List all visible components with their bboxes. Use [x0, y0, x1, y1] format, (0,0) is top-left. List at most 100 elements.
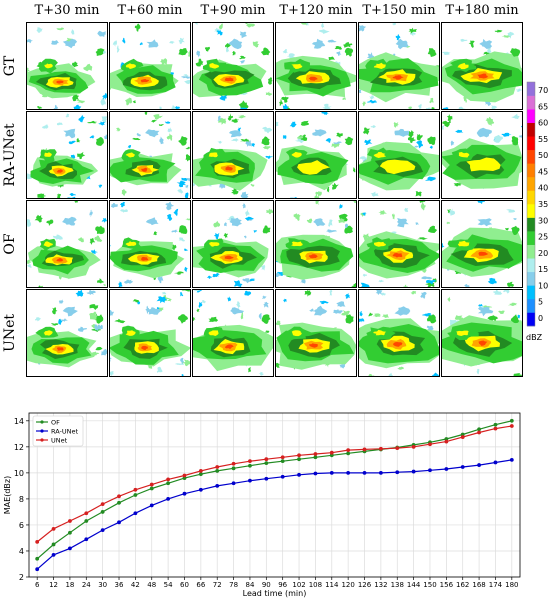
panel-border	[192, 200, 274, 288]
echo-speckle	[450, 140, 455, 146]
echo-speckle	[69, 193, 77, 196]
echo-speckle	[98, 121, 105, 126]
radar-panel	[358, 200, 440, 288]
series-unet	[35, 424, 514, 544]
echo-speckle	[362, 212, 367, 216]
radar-panel	[358, 22, 440, 110]
echo-cluster	[95, 136, 104, 146]
echo-speckle	[281, 96, 289, 103]
storm-band	[56, 258, 64, 262]
echo-field	[358, 22, 440, 110]
echo-speckle	[294, 214, 301, 218]
echo-speckle	[262, 295, 267, 299]
echo-speckle	[78, 114, 85, 123]
echo-speckle	[363, 127, 371, 135]
colorbar-tick-label: 5	[538, 298, 543, 307]
echo-speckle	[421, 276, 433, 280]
echo-speckle	[319, 29, 330, 34]
panel-border	[275, 111, 357, 199]
legend-label: RA-UNet	[51, 427, 79, 435]
radar-panel	[441, 111, 523, 199]
radar-panel	[192, 111, 274, 199]
y-tick-label: 6	[19, 521, 24, 530]
echo-cluster	[260, 47, 271, 56]
echo-speckle	[173, 271, 184, 275]
echo-speckle	[239, 31, 247, 39]
echo-speckle	[52, 307, 58, 315]
echo-speckle	[446, 114, 453, 122]
echo-speckle	[58, 318, 63, 325]
colorbar-segment	[527, 244, 535, 259]
colorbar-tick-label: 20	[538, 249, 548, 258]
colorbar-tick-label: 55	[538, 135, 548, 144]
echo-speckle	[266, 208, 274, 215]
echo-speckle	[171, 244, 177, 251]
echo-speckle	[507, 31, 515, 39]
echo-cluster	[178, 225, 188, 234]
echo-speckle	[153, 114, 163, 120]
echo-speckle	[253, 230, 257, 233]
data-point	[84, 537, 89, 542]
x-tick-label: 42	[131, 581, 140, 589]
echo-speckle	[282, 135, 287, 139]
data-point	[117, 500, 121, 505]
echo-speckle	[416, 134, 423, 141]
panel-border	[26, 289, 108, 377]
echo-speckle	[388, 372, 393, 377]
echo-speckle	[26, 219, 32, 227]
echo-speckle	[296, 136, 304, 139]
echo-cluster	[228, 38, 243, 50]
echo-speckle	[258, 313, 262, 320]
echo-speckle	[164, 121, 171, 124]
echo-cluster	[62, 216, 77, 226]
echo-speckle	[101, 116, 108, 123]
radar-panel	[275, 289, 357, 377]
legend-frame	[32, 415, 84, 447]
echo-speckle	[35, 317, 42, 322]
echo-speckle	[331, 143, 340, 149]
echo-speckle	[78, 237, 85, 243]
echo-speckle	[362, 233, 370, 241]
echo-cluster	[510, 314, 520, 324]
echo-cluster	[395, 38, 409, 50]
column-title: T+150 min	[362, 3, 436, 18]
echo-cluster	[311, 38, 326, 49]
echo-speckle	[453, 182, 462, 187]
data-point	[182, 491, 187, 496]
panel-border	[275, 289, 357, 377]
echo-speckle	[53, 104, 58, 110]
echo-speckle	[306, 218, 313, 224]
data-point	[280, 455, 285, 460]
data-point	[509, 424, 514, 428]
echo-cluster	[146, 39, 159, 48]
echo-speckle	[112, 40, 117, 47]
echo-speckle	[75, 289, 84, 297]
x-tick-label: 24	[82, 581, 91, 589]
radar-panel	[26, 111, 108, 199]
echo-speckle	[336, 51, 342, 56]
echo-speckle	[217, 140, 223, 144]
echo-field	[26, 200, 107, 288]
echo-cluster	[145, 129, 160, 138]
x-tick-label: 108	[309, 581, 322, 589]
echo-speckle	[487, 47, 492, 55]
echo-speckle	[265, 330, 270, 334]
echo-speckle	[233, 280, 243, 288]
storm-cell-core	[291, 151, 302, 158]
echo-speckle	[37, 106, 43, 110]
echo-cluster	[510, 48, 521, 57]
panel-border	[26, 111, 108, 199]
echo-speckle	[410, 290, 417, 295]
echo-speckle	[448, 120, 451, 124]
echo-cluster	[427, 48, 437, 57]
radar-panel	[109, 200, 191, 288]
storm-cell-core	[43, 330, 53, 336]
data-point	[84, 511, 89, 516]
echo-cluster	[344, 136, 354, 146]
x-tick-label: 12	[49, 581, 58, 589]
column-title: T+180 min	[445, 3, 519, 18]
echo-speckle	[275, 320, 282, 326]
echo-cluster	[313, 218, 326, 227]
echo-cluster	[261, 136, 270, 146]
